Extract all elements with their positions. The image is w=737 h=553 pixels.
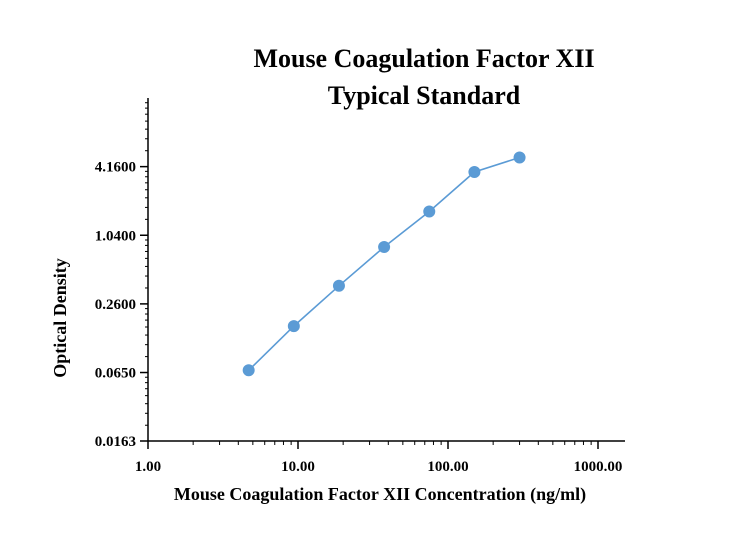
data-point	[332, 279, 345, 292]
x-tick-label: 100.00	[427, 459, 468, 475]
x-axis-label: Mouse Coagulation Factor XII Concentrati…	[174, 484, 586, 505]
y-axis-label: Optical Density	[50, 258, 70, 378]
x-tick-label: 1.00	[135, 459, 161, 475]
y-tick-label: 1.0400	[95, 228, 136, 244]
chart-title: Mouse Coagulation Factor XII	[253, 44, 594, 73]
data-point	[513, 151, 526, 164]
y-tick-label: 0.2600	[95, 297, 136, 313]
y-tick-label: 4.1600	[95, 160, 136, 176]
data-point	[468, 166, 481, 179]
data-point	[378, 241, 391, 254]
data-point	[242, 364, 255, 377]
series-line	[248, 156, 520, 371]
x-tick-label: 10.00	[281, 459, 315, 475]
data-point	[423, 205, 436, 218]
y-tick-label: 0.0163	[95, 434, 136, 450]
y-axis: 0.0163 0.0650 0.2600 1.0400 4.1600	[95, 98, 149, 450]
series-layer	[242, 151, 526, 377]
data-point	[287, 320, 300, 333]
x-tick-label: 1000.00	[574, 459, 623, 475]
y-tick-label: 0.0650	[95, 366, 136, 382]
chart-subtitle: Typical Standard	[328, 81, 521, 110]
x-axis: 1.00 10.00 100.00 1000.00	[135, 440, 625, 475]
